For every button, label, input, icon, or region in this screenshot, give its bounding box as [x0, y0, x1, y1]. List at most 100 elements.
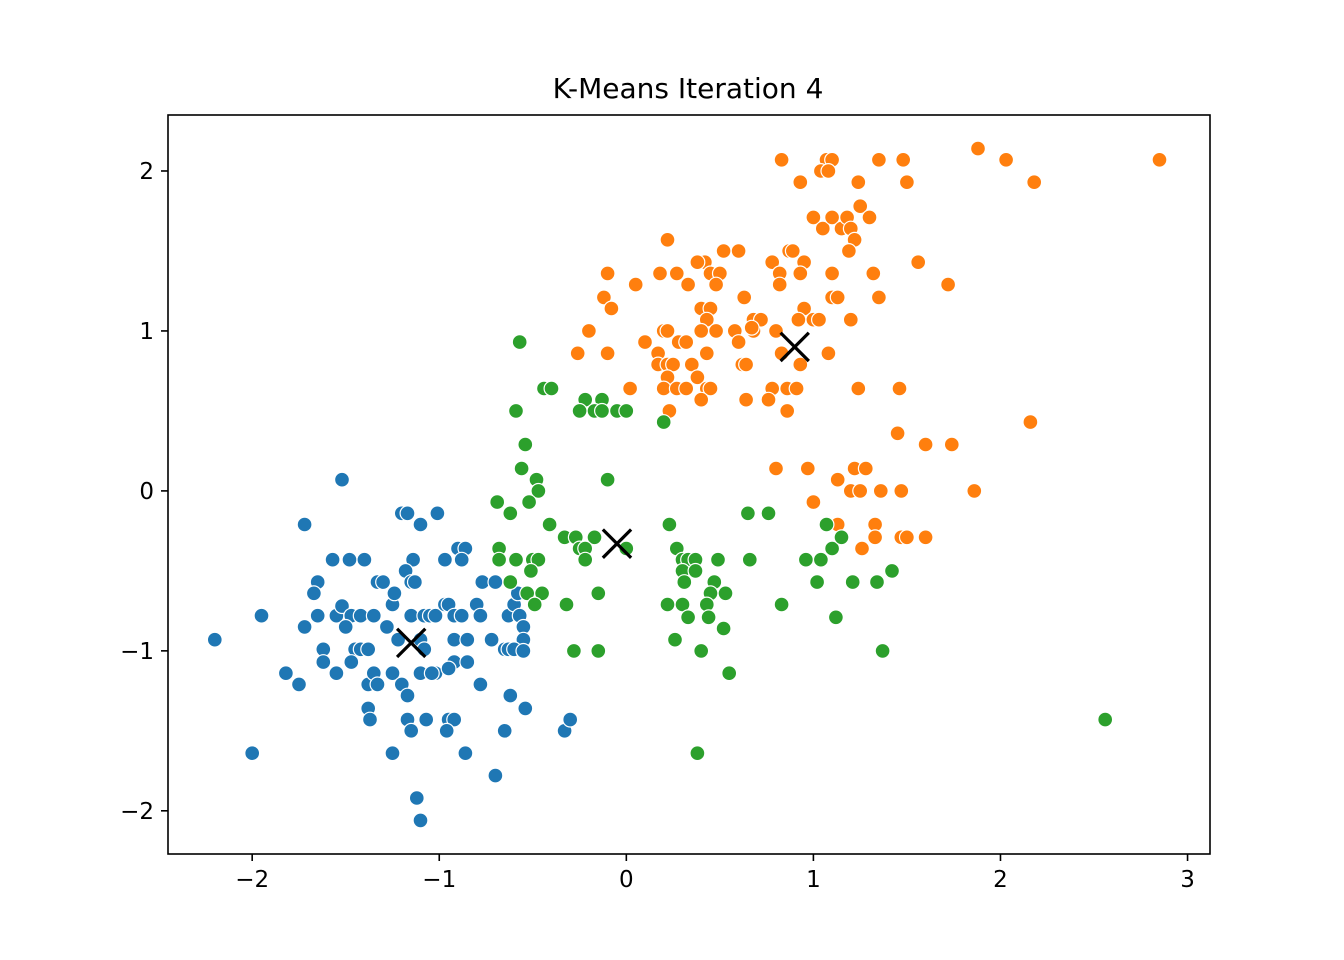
data-point-cluster-3 [818, 516, 835, 533]
data-point-cluster-2 [767, 460, 784, 477]
data-point-cluster-1 [446, 711, 463, 728]
data-point-cluster-2 [678, 380, 695, 397]
data-point-cluster-2 [1022, 414, 1039, 431]
data-point-cluster-2 [1151, 151, 1168, 168]
data-point-cluster-3 [868, 574, 885, 591]
data-point-cluster-2 [636, 334, 653, 351]
data-point-cluster-2 [861, 209, 878, 226]
data-point-cluster-2 [595, 289, 612, 306]
data-point-cluster-1 [384, 665, 401, 682]
data-point-cluster-1 [206, 631, 223, 648]
data-point-cluster-1 [438, 722, 455, 739]
data-point-cluster-2 [659, 322, 676, 339]
data-point-cluster-3 [511, 334, 528, 351]
data-point-cluster-1 [315, 654, 332, 671]
data-point-cluster-3 [508, 551, 525, 568]
data-point-cluster-3 [558, 596, 575, 613]
data-point-cluster-2 [668, 265, 685, 282]
data-point-cluster-1 [384, 745, 401, 762]
data-point-cluster-1 [487, 767, 504, 784]
data-point-cluster-1 [496, 722, 513, 739]
centroid-marker-1 [395, 627, 427, 659]
data-point-cluster-2 [820, 163, 837, 180]
data-point-cluster-2 [784, 243, 801, 260]
data-point-cluster-1 [360, 641, 377, 658]
data-point-cluster-3 [508, 402, 525, 419]
data-point-cluster-2 [943, 436, 960, 453]
data-point-cluster-2 [842, 311, 859, 328]
data-point-cluster-2 [702, 380, 719, 397]
data-point-cluster-2 [865, 265, 882, 282]
data-point-cluster-2 [840, 243, 857, 260]
data-point-cluster-2 [599, 265, 616, 282]
plot-area [206, 140, 1168, 829]
centroid-marker-2 [779, 331, 810, 363]
data-point-cluster-1 [457, 745, 474, 762]
data-point-cluster-3 [715, 620, 732, 637]
data-point-cluster-1 [412, 516, 429, 533]
data-point-cluster-3 [739, 505, 756, 522]
data-point-cluster-3 [599, 471, 616, 488]
data-point-cluster-3 [773, 596, 790, 613]
data-point-cluster-2 [870, 151, 887, 168]
data-point-cluster-3 [571, 402, 588, 419]
data-point-cluster-3 [883, 562, 900, 579]
data-point-cluster-1 [305, 585, 322, 602]
data-point-cluster-2 [857, 460, 874, 477]
data-point-cluster-3 [844, 574, 861, 591]
data-point-cluster-2 [898, 174, 915, 191]
data-point-cluster-1 [386, 585, 403, 602]
data-point-cluster-3 [700, 609, 717, 626]
x-tick-label: 0 [619, 867, 634, 893]
data-point-cluster-1 [277, 665, 294, 682]
axes-frame [167, 114, 1211, 855]
data-point-cluster-2 [870, 289, 887, 306]
centroids-layer [395, 331, 810, 659]
data-point-cluster-2 [689, 369, 706, 386]
data-point-cluster-2 [895, 151, 912, 168]
data-point-cluster-2 [790, 311, 807, 328]
data-point-cluster-1 [423, 665, 440, 682]
data-point-cluster-2 [773, 151, 790, 168]
data-point-cluster-2 [853, 540, 870, 557]
data-point-cluster-2 [693, 391, 710, 408]
data-point-cluster-2 [715, 243, 732, 260]
data-point-cluster-1 [291, 676, 308, 693]
y-axis: −2 −1 0 1 2 [120, 159, 168, 825]
data-point-cluster-2 [743, 319, 760, 336]
data-point-cluster-2 [599, 345, 616, 362]
data-point-cluster-1 [343, 654, 360, 671]
data-point-cluster-2 [805, 209, 822, 226]
data-point-cluster-1 [472, 676, 489, 693]
data-point-cluster-1 [406, 574, 423, 591]
data-point-cluster-1 [375, 574, 392, 591]
data-point-cluster-2 [829, 289, 846, 306]
data-point-cluster-3 [521, 494, 538, 511]
x-tick-label: −2 [235, 867, 269, 893]
chart-title: K-Means Iteration 4 [553, 72, 824, 105]
data-point-cluster-2 [824, 265, 841, 282]
data-point-cluster-2 [779, 402, 796, 419]
data-point-cluster-2 [910, 254, 927, 271]
data-point-cluster-2 [760, 391, 777, 408]
data-point-cluster-2 [814, 220, 831, 237]
data-point-cluster-1 [472, 607, 489, 624]
data-point-cluster-3 [517, 436, 534, 453]
data-point-cluster-1 [408, 789, 425, 806]
data-point-cluster-1 [362, 711, 379, 728]
data-point-cluster-2 [659, 231, 676, 248]
data-point-cluster-3 [502, 505, 519, 522]
data-point-cluster-1 [334, 471, 351, 488]
data-point-cluster-3 [502, 574, 519, 591]
data-point-cluster-1 [502, 687, 519, 704]
data-point-cluster-2 [622, 380, 639, 397]
data-point-cluster-1 [356, 551, 373, 568]
data-point-cluster-3 [676, 574, 693, 591]
data-point-cluster-3 [565, 642, 582, 659]
data-point-cluster-3 [824, 540, 841, 557]
data-point-cluster-2 [627, 276, 644, 293]
data-point-cluster-3 [709, 551, 726, 568]
data-point-cluster-3 [693, 642, 710, 659]
data-point-cluster-3 [522, 562, 539, 579]
